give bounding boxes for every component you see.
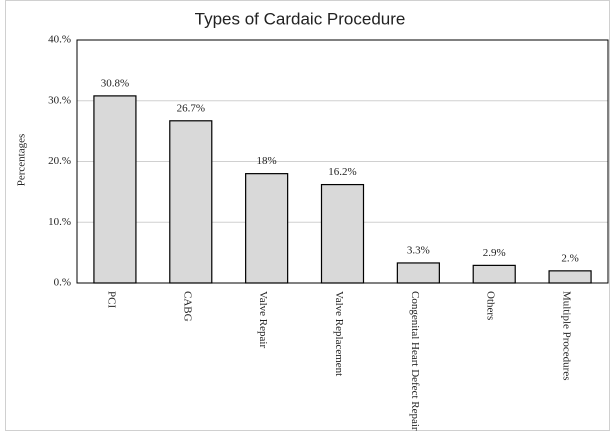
value-label: 3.3% xyxy=(407,244,430,256)
x-tick-label: Valve Replacement xyxy=(333,291,345,376)
bar xyxy=(93,95,137,284)
bar xyxy=(320,183,365,284)
x-tick-label: Valve Repair xyxy=(257,291,269,348)
x-tick-label: Congenital Heart Defect Repair xyxy=(409,291,421,431)
value-label: 30.8% xyxy=(101,77,129,89)
y-tick-label: 40.% xyxy=(48,34,71,46)
value-label: 26.7% xyxy=(177,102,205,114)
x-tick-label: Others xyxy=(485,291,497,320)
x-tick-label: PCI xyxy=(105,291,117,308)
chart-title: Types of Cardaic Procedure xyxy=(195,9,406,28)
y-tick-label: 30.% xyxy=(48,94,71,106)
y-tick-label: 0.% xyxy=(54,277,71,289)
value-label: 2.% xyxy=(561,252,578,264)
bar xyxy=(169,120,213,284)
bar xyxy=(472,264,516,284)
y-tick-label: 10.% xyxy=(48,216,71,228)
x-tick-label: CABG xyxy=(181,291,193,322)
y-tick-label: 20.% xyxy=(48,155,71,167)
y-axis-label: Percentages xyxy=(16,134,28,187)
value-label: 2.9% xyxy=(483,247,506,259)
value-label: 18% xyxy=(257,155,277,167)
value-label: 16.2% xyxy=(328,166,356,178)
bar xyxy=(548,270,592,284)
x-tick-label: Multiple Procedures xyxy=(561,291,573,381)
bar xyxy=(245,173,289,284)
bar xyxy=(396,262,440,284)
